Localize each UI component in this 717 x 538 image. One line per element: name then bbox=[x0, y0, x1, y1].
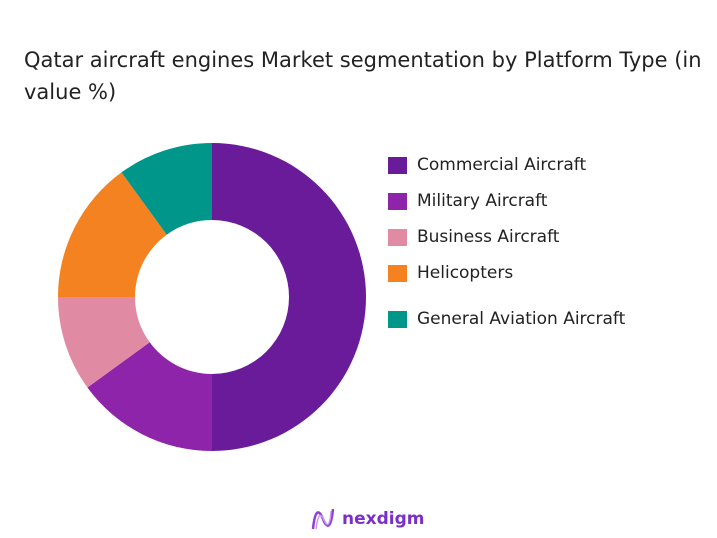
donut-slice-business-aircraft bbox=[58, 297, 150, 388]
donut-slice-helicopters bbox=[58, 172, 167, 297]
legend-label: Helicopters bbox=[417, 263, 514, 283]
legend-label: Commercial Aircraft bbox=[417, 155, 587, 175]
donut-slice-general-aviation-aircraft bbox=[121, 143, 212, 235]
legend-swatch bbox=[388, 228, 407, 246]
donut-slice-commercial-aircraft bbox=[212, 143, 366, 451]
legend-label: General Aviation Aircraft bbox=[417, 309, 626, 329]
nexdigm-logo-icon bbox=[311, 508, 335, 530]
legend-label: Business Aircraft bbox=[417, 227, 560, 247]
legend-swatch bbox=[388, 310, 407, 328]
legend-swatch bbox=[388, 264, 407, 282]
legend-item: Military Aircraft bbox=[388, 191, 547, 211]
legend-swatch bbox=[388, 192, 407, 210]
legend-swatch bbox=[388, 156, 407, 174]
legend-label: Military Aircraft bbox=[417, 191, 548, 211]
legend-item: Business Aircraft bbox=[388, 227, 559, 247]
chart-title: Qatar aircraft engines Market segmentati… bbox=[24, 48, 702, 104]
legend-item: Commercial Aircraft bbox=[388, 155, 586, 175]
legend-item: General Aviation Aircraft bbox=[388, 309, 625, 329]
nexdigm-logo: nexdigm bbox=[310, 507, 424, 531]
legend-item: Helicopters bbox=[388, 263, 513, 283]
donut-slice-military-aircraft bbox=[87, 342, 212, 451]
logo-text: nexdigm bbox=[342, 509, 425, 529]
